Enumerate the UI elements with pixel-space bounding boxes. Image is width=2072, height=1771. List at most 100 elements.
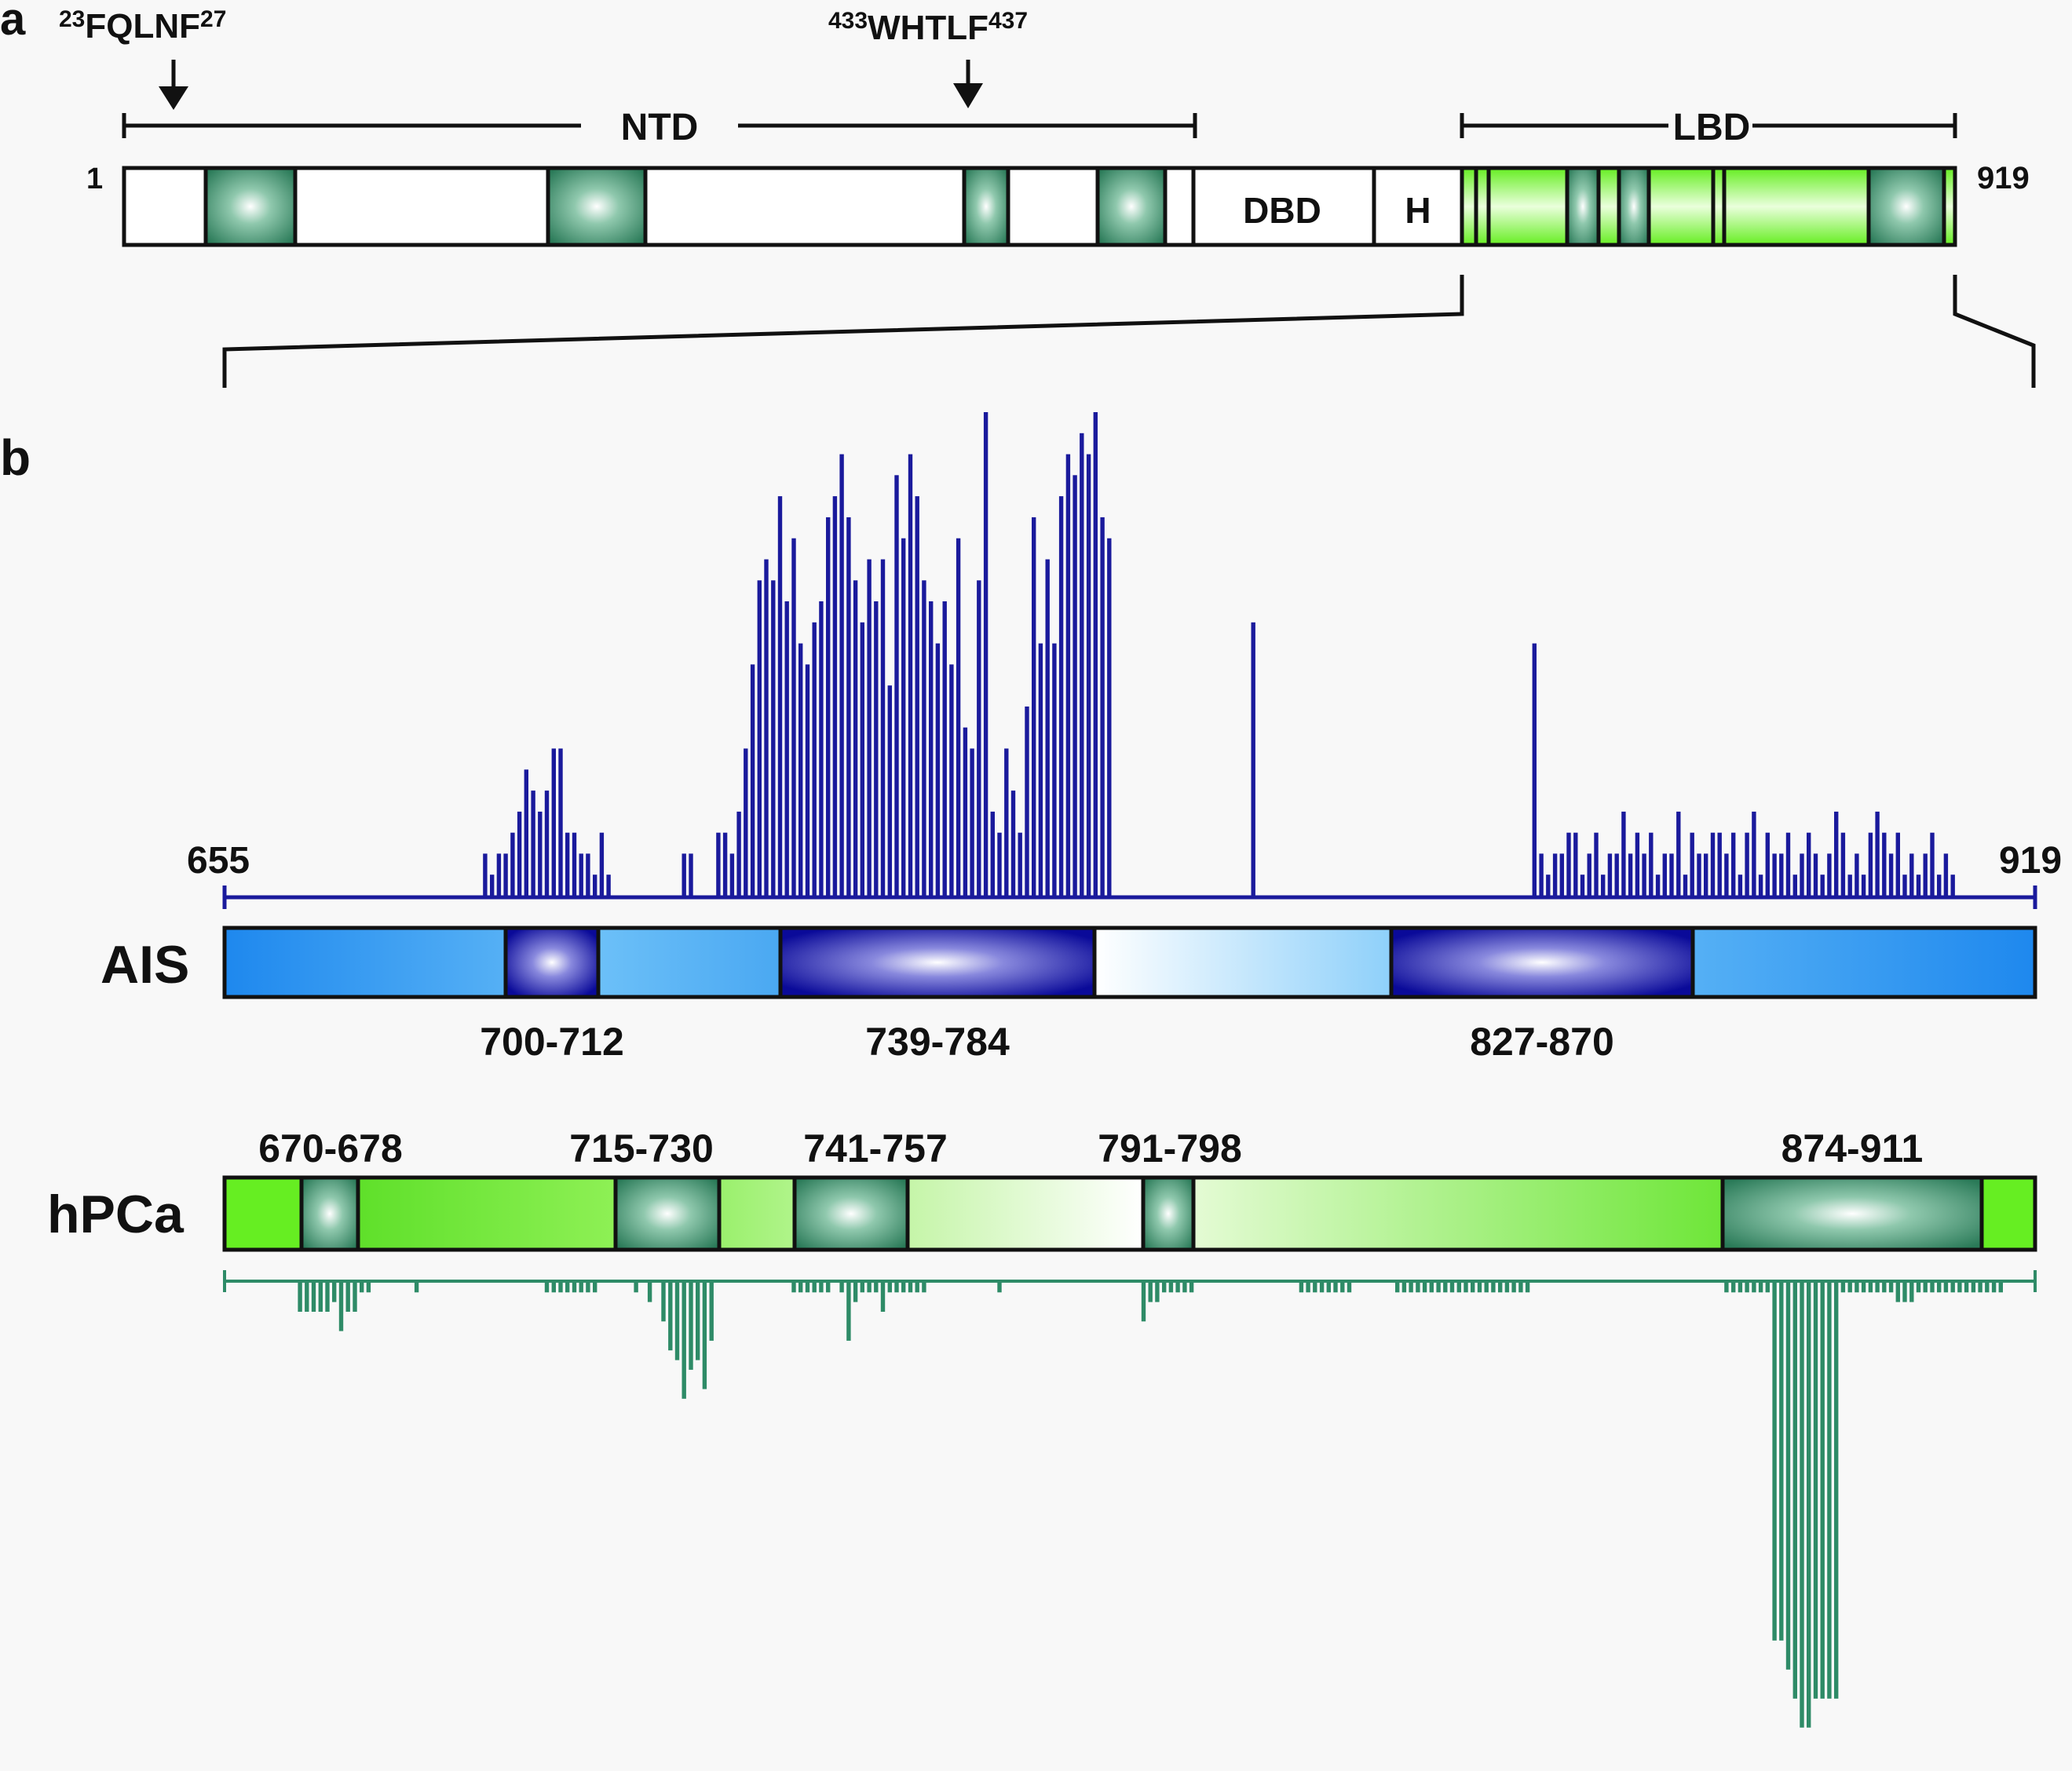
hpca-bar bbox=[1923, 1283, 1928, 1293]
hpca-bar bbox=[1785, 1283, 1791, 1670]
hpca-bar bbox=[846, 1283, 851, 1341]
motif-1-end-sup: 27 bbox=[200, 6, 226, 32]
ais-bar bbox=[894, 475, 899, 896]
hpca-bar bbox=[674, 1283, 680, 1360]
ais-bar bbox=[1607, 853, 1613, 896]
hpca-bar bbox=[805, 1283, 810, 1293]
ntd-teal-block-1 bbox=[206, 168, 295, 245]
hpca-bar bbox=[1964, 1283, 1969, 1293]
ais-bar bbox=[1888, 853, 1894, 896]
ais-bar bbox=[1800, 853, 1804, 896]
hpca-bar bbox=[702, 1283, 707, 1389]
hpca-bar bbox=[565, 1283, 570, 1293]
hpca-bar bbox=[1518, 1283, 1523, 1293]
hpca-bar bbox=[1813, 1283, 1818, 1699]
hpca-bar bbox=[1985, 1283, 1990, 1293]
ais-bar bbox=[1614, 853, 1619, 896]
hpca-bar bbox=[1471, 1283, 1475, 1293]
hpca-bar bbox=[318, 1283, 323, 1312]
hpca-region-label-4: 791-798 bbox=[1098, 1127, 1242, 1170]
ais-bar bbox=[593, 875, 597, 896]
ais-bar bbox=[819, 601, 824, 896]
hpca-bar bbox=[839, 1283, 844, 1293]
ais-bar bbox=[1045, 559, 1050, 896]
ais-bar bbox=[1587, 853, 1591, 896]
ais-bar bbox=[1909, 853, 1914, 896]
ais-bar bbox=[1868, 832, 1873, 896]
ais-bar bbox=[1251, 622, 1255, 896]
hpca-bar bbox=[1971, 1283, 1976, 1293]
motif-1-sequence: FQLNF bbox=[85, 7, 200, 46]
ais-histogram bbox=[483, 412, 1955, 896]
ais-bar bbox=[736, 811, 741, 896]
ais-bar bbox=[777, 496, 783, 896]
ais-bar bbox=[839, 454, 844, 896]
ais-bar bbox=[915, 496, 919, 896]
ais-bar bbox=[1683, 875, 1688, 896]
hpca-bar bbox=[1752, 1283, 1756, 1293]
hpca-bar bbox=[1875, 1283, 1880, 1293]
ais-bar bbox=[1552, 853, 1558, 896]
hpca-region-label-2: 715-730 bbox=[569, 1127, 714, 1170]
motif-2-sequence: WHTLF bbox=[868, 9, 988, 47]
hpca-bar bbox=[1456, 1283, 1461, 1293]
hpca-bar bbox=[1436, 1283, 1441, 1293]
hpca-bar bbox=[1991, 1283, 1997, 1293]
ais-bar bbox=[1847, 875, 1852, 896]
ais-bar bbox=[750, 664, 755, 896]
ais-bar bbox=[929, 601, 934, 896]
hpca-region-label-1: 670-678 bbox=[258, 1127, 403, 1170]
ais-hotspot-700-712 bbox=[506, 928, 598, 997]
hpca-bar bbox=[1443, 1283, 1448, 1293]
hpca-bar bbox=[1409, 1283, 1413, 1293]
hpca-bar bbox=[360, 1283, 364, 1293]
ais-bar bbox=[1724, 853, 1729, 896]
hpca-bar bbox=[345, 1283, 350, 1312]
ais-bar bbox=[689, 853, 693, 896]
hpca-bar bbox=[298, 1283, 302, 1312]
ais-bar bbox=[744, 748, 748, 896]
ais-hotspot-827-870 bbox=[1391, 928, 1693, 997]
ais-region-label-3: 827-870 bbox=[1470, 1020, 1614, 1064]
hpca-bar bbox=[353, 1283, 357, 1312]
ais-bar bbox=[983, 412, 988, 896]
ais-bar bbox=[1834, 811, 1839, 896]
hpca-bar bbox=[1779, 1283, 1784, 1641]
hpca-bar bbox=[1162, 1283, 1167, 1293]
ais-bar bbox=[874, 601, 879, 896]
hpca-bar bbox=[1464, 1283, 1468, 1293]
hpca-bar bbox=[366, 1283, 371, 1293]
ais-bar bbox=[956, 538, 961, 896]
hpca-bar bbox=[798, 1283, 803, 1293]
ais-bar bbox=[1820, 875, 1825, 896]
hpca-bar bbox=[1724, 1283, 1729, 1293]
hpca-bar bbox=[1395, 1283, 1400, 1293]
hpca-bar bbox=[1731, 1283, 1736, 1293]
ais-bar bbox=[572, 832, 577, 896]
ais-bar bbox=[729, 853, 735, 896]
hpca-bar bbox=[1978, 1283, 1982, 1293]
hpca-bar bbox=[1943, 1283, 1949, 1293]
ais-bar bbox=[1025, 707, 1029, 896]
hpca-bar bbox=[1957, 1283, 1962, 1293]
hpca-bar bbox=[1429, 1283, 1434, 1293]
hpca-bar bbox=[1738, 1283, 1743, 1293]
protein-bar: DBD H bbox=[122, 166, 1957, 247]
hpca-bar bbox=[908, 1283, 913, 1293]
ais-bar bbox=[599, 832, 605, 896]
hpca-bar bbox=[668, 1283, 673, 1351]
hpca-bar bbox=[1909, 1283, 1914, 1302]
hpca-hotspot-670-678 bbox=[301, 1178, 358, 1250]
hpca-bar bbox=[1765, 1283, 1770, 1293]
hpca-bar bbox=[593, 1283, 597, 1293]
hpca-bar bbox=[1820, 1283, 1825, 1699]
ais-bar bbox=[1916, 875, 1921, 896]
ais-bar bbox=[826, 517, 831, 896]
ais-bar bbox=[1704, 853, 1708, 896]
hpca-bar bbox=[1840, 1283, 1846, 1293]
ais-bar bbox=[908, 454, 913, 896]
lbd-label: LBD bbox=[1673, 107, 1751, 148]
ais-bar bbox=[1937, 875, 1942, 896]
ais-bar bbox=[1065, 454, 1071, 896]
hpca-bar bbox=[1511, 1283, 1516, 1293]
